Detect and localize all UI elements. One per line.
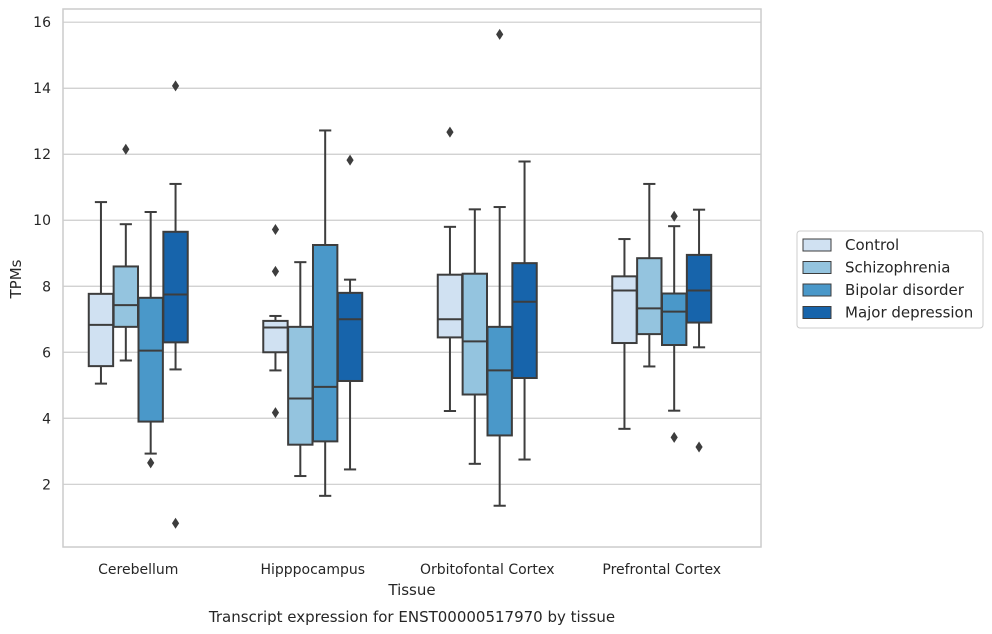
box-group [436, 28, 538, 507]
legend-label: Schizophrenia [845, 259, 950, 277]
legend-swatch [802, 238, 832, 252]
y-tick-label: 12 [33, 147, 51, 163]
outlier-point [670, 210, 678, 222]
iqr-box [162, 230, 189, 344]
y-axis-label: TPMs [7, 259, 25, 299]
box-element [611, 238, 638, 430]
legend: Control Schizophrenia Bipolar disorder Majo… [796, 230, 984, 329]
legend-label: Major depression [845, 304, 973, 322]
plot-frame [62, 8, 762, 548]
iqr-box [685, 253, 713, 324]
y-tick-label: 2 [42, 477, 51, 493]
iqr-box [486, 325, 513, 437]
x-tick-label: Cerebellum [98, 562, 178, 578]
legend-swatch [802, 283, 832, 297]
iqr-box [287, 325, 314, 446]
outlier-point [271, 407, 280, 419]
outlier-point [271, 223, 280, 235]
legend-swatch [802, 261, 832, 274]
box-element [262, 223, 289, 419]
y-tick-label: 4 [42, 411, 51, 427]
iqr-box [262, 319, 289, 354]
y-tick-label: 14 [33, 81, 51, 97]
x-tick-label: Prefrontal Cortex [602, 562, 721, 578]
box-element [685, 208, 713, 453]
legend-swatch [802, 306, 832, 319]
x-axis-ticks: Cerebellum Hipppocampus Orbitofontal Corte… [98, 562, 721, 578]
iqr-box [611, 275, 638, 345]
legend-frame [796, 230, 984, 329]
iqr-box [461, 272, 489, 396]
box-group [611, 182, 713, 453]
box-element [311, 129, 339, 497]
box-group [87, 80, 189, 529]
iqr-box [137, 296, 164, 423]
outlier-point [271, 265, 280, 277]
iqr-box [660, 292, 688, 347]
iqr-box [436, 273, 464, 339]
box-element [162, 80, 189, 529]
y-tick-label: 6 [42, 345, 51, 361]
box-element [87, 201, 115, 385]
iqr-box [112, 265, 140, 328]
outlier-point [171, 517, 180, 529]
box-element [336, 154, 364, 471]
box-element [461, 208, 489, 465]
chart-caption: Transcript expression for ENST0000051797… [208, 608, 615, 626]
y-tick-label: 8 [42, 279, 51, 295]
box-element [436, 126, 464, 413]
x-tick-label: Hipppocampus [260, 562, 365, 578]
x-tick-label: Orbitofontal Cortex [420, 562, 555, 578]
outlier-point [171, 80, 180, 92]
iqr-box [636, 257, 663, 336]
iqr-box [311, 243, 339, 443]
box-element [112, 143, 140, 362]
box-element [137, 210, 164, 469]
legend-label: Control [845, 236, 899, 254]
box-element [486, 28, 513, 507]
outlier-point [496, 28, 504, 40]
x-axis-label: Tissue [387, 581, 435, 599]
box-element [636, 182, 663, 368]
outlier-point [346, 154, 354, 166]
y-axis-ticks: 2 4 6 8 10 12 14 16 [33, 15, 51, 493]
outlier-point [670, 431, 678, 443]
box-groups [87, 28, 713, 529]
y-tick-label: 10 [33, 213, 51, 229]
iqr-box [87, 292, 115, 368]
outlier-point [147, 457, 155, 469]
box-group [262, 129, 364, 497]
iqr-box [511, 262, 538, 380]
box-element [511, 160, 538, 461]
legend-label: Bipolar disorder [845, 281, 965, 299]
y-tick-label: 16 [33, 15, 51, 31]
outlier-point [695, 441, 703, 453]
outlier-point [122, 143, 130, 155]
outlier-point [446, 126, 454, 138]
iqr-box [336, 291, 364, 382]
